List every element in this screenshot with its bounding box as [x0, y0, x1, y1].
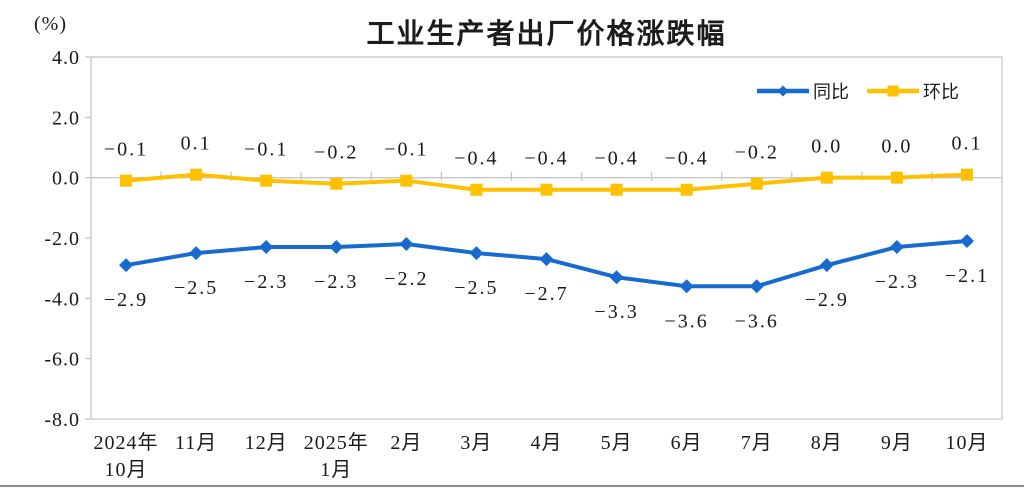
data-label-yoy: −2.9: [805, 289, 849, 311]
data-label-mom: 0.1: [181, 133, 212, 155]
data-label-yoy: −2.3: [244, 271, 288, 293]
legend-item-yoy: 同比: [757, 78, 849, 104]
marker-mom: [330, 177, 343, 190]
marker-mom: [540, 183, 553, 196]
x-axis-category-label: 12月: [245, 432, 288, 454]
data-label-mom: −0.1: [104, 139, 148, 161]
x-axis-category-label: 10月: [945, 432, 988, 454]
series-mom: −0.1 0.1 −0.1 −0.2 −0.1 −0.4 −0.4 −0.4 −0.4 −0.2 0…: [104, 133, 982, 196]
y-axis-tick-label: -2.0: [44, 228, 80, 250]
y-axis-tick-label: -6.0: [44, 349, 80, 371]
marker-mom: [610, 183, 623, 196]
x-axis-category-label: 11月: [175, 432, 217, 454]
data-label-yoy: −2.5: [454, 277, 498, 299]
marker-yoy: [889, 240, 904, 255]
y-axis-tick-label: -8.0: [44, 409, 80, 431]
marker-mom: [680, 183, 693, 196]
marker-yoy: [329, 240, 344, 255]
bottom-divider: [0, 485, 1024, 487]
x-axis-category-label: 3月: [460, 432, 492, 454]
plot-frame: [90, 56, 1003, 420]
marker-mom: [750, 177, 763, 190]
data-label-yoy: −2.5: [174, 277, 218, 299]
marker-mom: [260, 174, 273, 187]
x-axis-category-label: 6月: [671, 432, 703, 454]
marker-mom: [190, 168, 203, 181]
data-label-yoy: −2.7: [524, 283, 568, 305]
x-axis-category-label: 4月: [531, 432, 563, 454]
data-label-yoy: −3.3: [594, 301, 638, 323]
x-axis-category-label: 2月: [390, 432, 422, 454]
legend-item-mom: 环比: [867, 78, 959, 104]
data-label-yoy: −2.2: [384, 268, 428, 290]
marker-yoy: [399, 237, 414, 252]
chart-legend: 同比 环比: [757, 78, 959, 104]
data-label-mom: −0.2: [735, 142, 779, 164]
y-axis-unit-label: (%): [34, 13, 67, 35]
marker-yoy: [749, 279, 764, 294]
x-axis: 2024年 10月 11月 12月 2025年 1月 2月 3月 4月 5月 6月 7月 8月 9月 10月: [91, 171, 1002, 481]
x-axis-category-label: 7月: [741, 432, 773, 454]
data-label-mom: 0.1: [951, 133, 982, 155]
marker-yoy: [819, 258, 834, 273]
marker-yoy: [119, 258, 134, 273]
legend-marker-yoy: [757, 85, 809, 97]
marker-mom: [890, 171, 903, 184]
x-axis-category-label: 10月: [105, 459, 148, 481]
legend-label-yoy: 同比: [813, 82, 849, 102]
marker-yoy: [679, 279, 694, 294]
data-label-mom: −0.2: [314, 142, 358, 164]
marker-yoy: [609, 270, 624, 285]
marker-mom: [470, 183, 483, 196]
data-label-yoy: −2.9: [104, 289, 148, 311]
y-axis-tick-label: 2.0: [52, 107, 80, 129]
y-axis-tick-label: 4.0: [52, 47, 80, 69]
data-label-mom: 0.0: [811, 136, 842, 158]
x-axis-category-label: 1月: [320, 459, 352, 481]
data-label-yoy: −2.3: [314, 271, 358, 293]
x-axis-category-label: 8月: [811, 432, 843, 454]
data-label-mom: 0.0: [881, 136, 912, 158]
y-axis-tick-label: 0.0: [52, 168, 80, 190]
marker-mom: [400, 174, 413, 187]
x-axis-category-label: 5月: [601, 432, 633, 454]
series-yoy: −2.9 −2.5 −2.3 −2.3 −2.2 −2.5 −2.7 −3.3 −3.6 −3.6…: [104, 234, 989, 332]
data-label-mom: −0.1: [384, 139, 428, 161]
marker-mom: [820, 171, 833, 184]
marker-yoy: [469, 246, 484, 261]
x-axis-category-label: 9月: [881, 432, 913, 454]
marker-yoy: [189, 246, 204, 261]
y-axis-tick-label: -4.0: [44, 288, 80, 310]
legend-label-mom: 环比: [923, 82, 959, 102]
data-label-mom: −0.4: [665, 148, 709, 170]
data-label-yoy: −2.1: [945, 265, 989, 287]
marker-yoy: [539, 252, 554, 267]
data-label-mom: −0.4: [524, 148, 568, 170]
data-label-yoy: −3.6: [735, 310, 779, 332]
data-label-mom: −0.4: [594, 148, 638, 170]
data-label-yoy: −2.3: [875, 271, 919, 293]
marker-yoy: [259, 240, 274, 255]
y-axis: 4.0 2.0 0.0 -2.0 -4.0 -6.0 -8.0: [44, 47, 91, 431]
marker-mom: [960, 168, 973, 181]
x-axis-category-label: 2025年: [304, 431, 369, 454]
marker-mom: [120, 174, 133, 187]
data-label-mom: −0.4: [454, 148, 498, 170]
chart-title: 工业生产者出厂价格涨跌幅: [366, 18, 727, 49]
x-axis-category-label: 2024年: [94, 431, 159, 454]
data-label-yoy: −3.6: [665, 310, 709, 332]
marker-yoy: [959, 234, 974, 249]
data-label-mom: −0.1: [244, 139, 288, 161]
legend-marker-mom: [867, 85, 919, 97]
